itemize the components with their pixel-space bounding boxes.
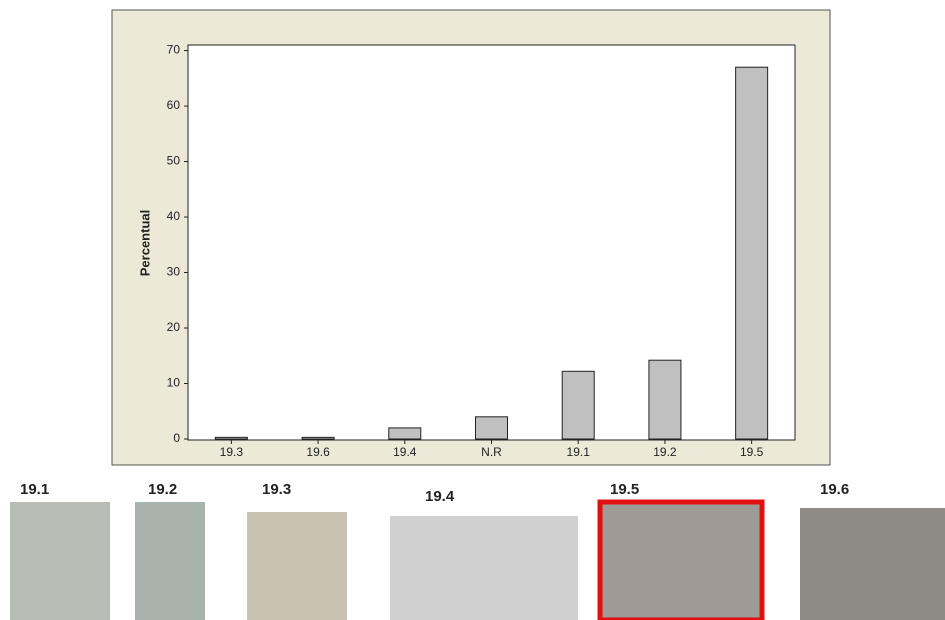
photo (10, 502, 110, 620)
bar (475, 416, 508, 440)
x-tick-label: N.R (481, 445, 502, 459)
photo-label: 19.6 (820, 481, 849, 498)
bar (214, 436, 248, 440)
y-tick-label: 40 (167, 209, 181, 223)
photo-label: 19.3 (262, 481, 291, 498)
plot-area (187, 44, 796, 441)
photo (800, 508, 945, 620)
y-axis-label: Percentual (137, 210, 152, 276)
x-tick-label: 19.1 (567, 445, 591, 459)
photo-label: 19.5 (610, 481, 639, 498)
bar (561, 370, 595, 440)
y-tick-label: 60 (167, 98, 181, 112)
x-tick-label: 19.5 (740, 445, 764, 459)
x-tick-label: 19.4 (393, 445, 417, 459)
y-tick-label: 10 (167, 376, 181, 390)
x-tick-label: 19.3 (220, 445, 244, 459)
y-tick-label: 20 (167, 320, 181, 334)
photo (135, 502, 205, 620)
x-tick-label: 19.2 (653, 445, 677, 459)
x-tick-label: 19.6 (306, 445, 330, 459)
y-tick-label: 0 (173, 431, 180, 445)
y-tick-label: 30 (167, 265, 181, 279)
bar (388, 427, 422, 440)
photo (247, 512, 347, 620)
photo-label: 19.4 (425, 488, 455, 505)
bar (735, 66, 769, 440)
y-tick-label: 50 (167, 154, 181, 168)
bar (301, 436, 335, 440)
photos (10, 499, 945, 620)
photo (390, 516, 578, 620)
bar (648, 359, 682, 440)
photo-label: 19.1 (20, 481, 49, 498)
photo-highlighted (597, 499, 765, 620)
y-tick-label: 70 (167, 43, 181, 57)
photo-label: 19.2 (148, 481, 177, 498)
